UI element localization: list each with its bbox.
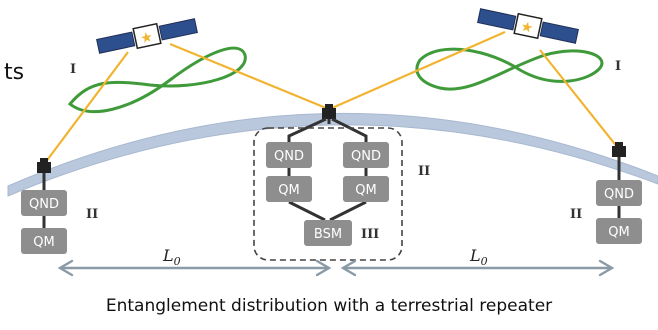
distance-label-left: L0 <box>162 246 181 268</box>
qnd-box-left <box>266 142 312 168</box>
stage-label-iii: III <box>361 227 379 242</box>
link-left-center <box>169 42 327 110</box>
qm-label: QM <box>355 183 376 198</box>
connectors <box>42 117 621 228</box>
qnd-box-right <box>343 142 389 168</box>
orbit-left <box>67 46 247 113</box>
connector <box>329 200 367 222</box>
link-right-ground <box>539 49 619 149</box>
orbit-right <box>415 47 604 91</box>
qnd-box <box>21 190 67 216</box>
qnd-label: QND <box>604 187 634 202</box>
qm-label: QM <box>608 225 629 240</box>
arrow-head <box>340 259 357 277</box>
distance-subscript: 0 <box>481 255 488 268</box>
qnd-label: QND <box>351 149 381 164</box>
connector <box>331 117 368 142</box>
stage-label-ii-left: II <box>86 207 98 222</box>
qm-label: QM <box>33 235 54 250</box>
qm-box-left <box>266 176 312 202</box>
ground-station-right <box>612 142 626 157</box>
station-dish <box>615 142 623 147</box>
satellite-right: ★ <box>477 8 579 44</box>
repeater-enclosure <box>253 127 403 261</box>
qm-label: QM <box>278 183 299 198</box>
connector <box>287 117 327 142</box>
station-body <box>37 162 51 173</box>
qnd-box <box>596 180 642 206</box>
star-icon: ★ <box>139 29 155 47</box>
distance-arrow-left <box>57 259 332 277</box>
station-dish <box>40 158 48 163</box>
solar-panel-left <box>96 31 136 54</box>
distance-symbol: L <box>162 246 174 265</box>
node-center: QND QND QM QM BSM <box>266 142 389 246</box>
station-dish <box>325 104 333 109</box>
stage-label-i-left: I <box>70 62 76 77</box>
optical-links <box>44 30 619 164</box>
connector <box>288 200 326 222</box>
satellite-left: ★ <box>96 18 198 54</box>
node-right: QND QM <box>596 180 642 244</box>
station-body <box>612 146 626 157</box>
arrow-head <box>598 259 615 277</box>
link-right-center <box>331 30 506 110</box>
stage-label-ii-right: II <box>570 207 582 222</box>
bsm-box <box>304 220 352 246</box>
satellite-body <box>132 22 162 50</box>
earth-surface <box>7 112 658 197</box>
solar-panel-left <box>477 8 517 31</box>
qm-box-right <box>343 176 389 202</box>
ground-station-left <box>37 158 51 173</box>
solar-panel-right <box>539 21 579 44</box>
stage-label-ii-center: II <box>418 164 430 179</box>
qm-box <box>596 218 642 244</box>
station-body <box>322 108 336 119</box>
distance-arrow-right <box>340 259 615 277</box>
link-left-ground <box>44 51 129 164</box>
figure-caption: Entanglement distribution with a terrest… <box>105 296 553 316</box>
qnd-label: QND <box>274 149 304 164</box>
qnd-label: QND <box>29 197 59 212</box>
qm-box <box>21 228 67 254</box>
star-icon: ★ <box>519 19 535 37</box>
stage-label-i-right: I <box>615 59 621 74</box>
satellite-body <box>513 12 543 40</box>
ground-station-center <box>322 104 336 119</box>
arrow-head <box>57 259 74 277</box>
node-left: QND QM <box>21 190 67 254</box>
distance-symbol: L <box>469 246 481 265</box>
bsm-label: BSM <box>314 227 342 242</box>
cut-off-text: ts <box>4 60 24 85</box>
distance-subscript: 0 <box>174 255 181 268</box>
arrow-head <box>315 259 332 277</box>
distance-label-right: L0 <box>469 246 488 268</box>
solar-panel-right <box>158 18 198 41</box>
